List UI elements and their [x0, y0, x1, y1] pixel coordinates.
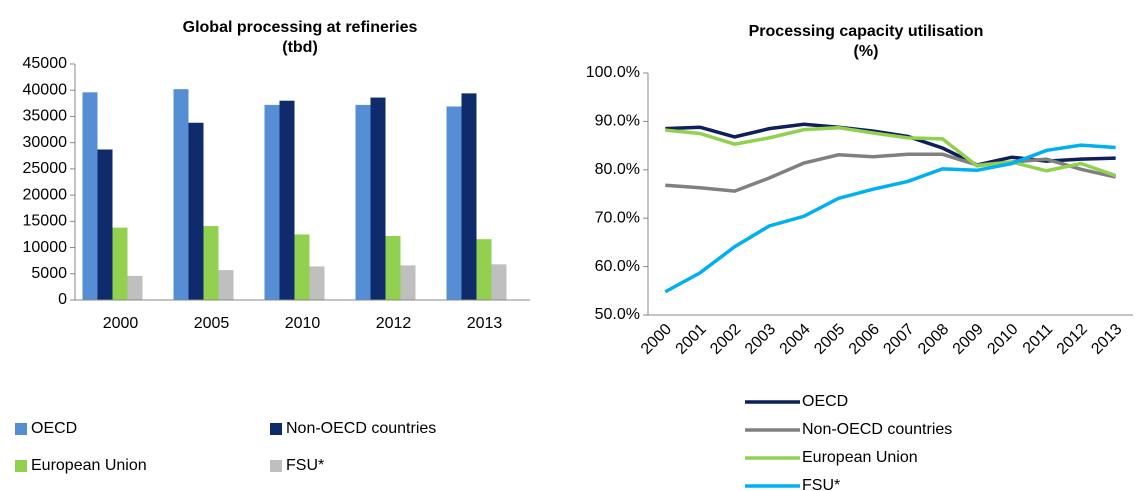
bar [97, 149, 113, 300]
y-tick-label: 90.0% [595, 113, 640, 130]
y-tick-label: 100.0% [586, 64, 640, 81]
bar [112, 227, 128, 300]
x-tick-label: 2009 [950, 321, 987, 358]
legend-label: FSU* [802, 477, 840, 491]
bar [279, 100, 295, 300]
x-tick-label: 2000 [103, 315, 139, 332]
x-tick-label: 2001 [673, 321, 710, 358]
chart-subtitle: (tbd) [282, 39, 318, 56]
x-tick-label: 2007 [880, 321, 917, 358]
x-tick-label: 2013 [1088, 321, 1125, 358]
legend-label: European Union [31, 457, 147, 474]
bar [188, 122, 204, 300]
chart-subtitle: (%) [854, 43, 879, 60]
x-tick-label: 2010 [285, 315, 321, 332]
y-tick-label: 50.0% [595, 306, 640, 323]
bar [400, 265, 416, 300]
legend-label: European Union [802, 449, 918, 466]
bar [173, 89, 189, 300]
bar [491, 264, 507, 300]
x-tick-label: 2004 [777, 321, 814, 358]
legend-label: Non-OECD countries [286, 420, 436, 437]
x-tick-label: 2003 [742, 321, 779, 358]
y-tick-label: 10000 [23, 239, 68, 256]
x-tick-label: 2013 [467, 315, 503, 332]
y-tick-label: 80.0% [595, 161, 640, 178]
bar [218, 270, 234, 300]
line-series [665, 152, 1117, 193]
y-tick-label: 30000 [23, 134, 68, 151]
bar [294, 234, 310, 300]
y-tick-label: 70.0% [595, 209, 640, 226]
legend-swatch [15, 460, 27, 472]
x-tick-label: 2002 [707, 321, 744, 358]
legend-swatch [270, 423, 282, 435]
legend-label: OECD [802, 393, 848, 410]
legend-label: Non-OECD countries [802, 421, 952, 438]
y-tick-label: 20000 [23, 186, 68, 203]
legend-swatch [270, 460, 282, 472]
legend-swatch [15, 423, 27, 435]
legend-label: FSU* [286, 457, 324, 474]
y-tick-label: 25000 [23, 160, 68, 177]
bar [370, 97, 386, 300]
x-tick-label: 2005 [194, 315, 230, 332]
y-tick-label: 15000 [23, 213, 68, 230]
chart-title: Processing capacity utilisation [749, 23, 984, 40]
line-series [665, 125, 1117, 178]
bar [264, 104, 280, 300]
y-tick-label: 0 [58, 291, 67, 308]
y-tick-label: 35000 [23, 108, 68, 125]
chart-title: Global processing at refineries [183, 19, 418, 36]
y-tick-label: 60.0% [595, 258, 640, 275]
bar [309, 266, 325, 300]
bar [476, 239, 492, 300]
legend-label: OECD [31, 420, 77, 437]
y-tick-label: 5000 [31, 265, 67, 282]
bar [446, 106, 462, 300]
bar [355, 104, 371, 300]
y-tick-label: 45000 [23, 55, 68, 72]
x-tick-label: 2012 [1054, 321, 1091, 358]
bar [385, 236, 401, 300]
x-tick-label: 2011 [1020, 321, 1056, 357]
x-tick-label: 2005 [811, 321, 848, 358]
bar [203, 226, 219, 300]
x-tick-label: 2006 [846, 321, 883, 358]
x-tick-label: 2008 [915, 321, 952, 358]
x-tick-label: 2000 [638, 321, 675, 358]
bar [461, 93, 477, 300]
bar [127, 275, 143, 300]
x-tick-label: 2010 [984, 321, 1021, 358]
x-tick-label: 2012 [376, 315, 412, 332]
bar [82, 92, 98, 300]
line-series [664, 143, 1116, 294]
y-tick-label: 40000 [23, 81, 68, 98]
